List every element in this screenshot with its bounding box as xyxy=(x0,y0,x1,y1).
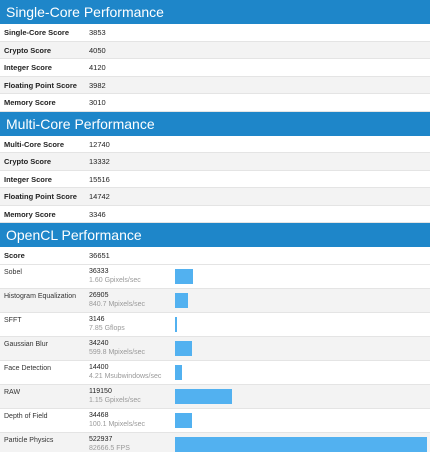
test-label: Histogram Equalization xyxy=(4,293,76,300)
table-row: Integer Score 4120 xyxy=(0,59,430,77)
test-score: 119150 xyxy=(89,388,112,395)
test-label: Particle Physics xyxy=(4,437,54,444)
single-core-section: Single-Core Performance Single-Core Scor… xyxy=(0,0,430,112)
list-item: Face Detection 14400 4.21 Msubwindows/se… xyxy=(0,361,430,385)
row-value: 3982 xyxy=(89,80,106,90)
test-label: Gaussian Blur xyxy=(4,341,48,348)
test-score: 3146 xyxy=(89,316,105,323)
row-label: Multi-Core Score xyxy=(4,139,65,149)
single-core-title: Single-Core Performance xyxy=(0,0,430,24)
opencl-score-value: 36651 xyxy=(89,251,110,260)
test-label: RAW xyxy=(4,389,21,396)
test-score: 36333 xyxy=(89,268,109,275)
test-rate: 599.8 Mpixels/sec xyxy=(89,349,146,356)
row-value: 12740 xyxy=(89,139,110,149)
score-bar xyxy=(175,269,193,284)
multi-core-title: Multi-Core Performance xyxy=(0,111,430,136)
row-label: Integer Score xyxy=(4,174,52,184)
opencl-section: OpenCL Performance Score 36651 Sobel 363… xyxy=(0,223,430,452)
test-rate: 840.7 Mpixels/sec xyxy=(89,301,146,308)
test-label: Depth of Field xyxy=(4,413,48,420)
table-row: Memory Score 3010 xyxy=(0,94,430,112)
list-item: SFFT 3146 7.85 Gflops xyxy=(0,313,430,337)
row-value: 3346 xyxy=(89,209,106,219)
row-label: Single-Core Score xyxy=(4,28,70,37)
test-rate: 7.85 Gflops xyxy=(89,325,125,332)
table-row: Floating Point Score 3982 xyxy=(0,76,430,94)
row-label: Crypto Score xyxy=(4,45,52,55)
test-label: SFFT xyxy=(4,317,22,324)
test-rate: 100.1 Mpixels/sec xyxy=(89,421,146,428)
list-item: Histogram Equalization 26905 840.7 Mpixe… xyxy=(0,289,430,313)
table-row: Floating Point Score 14742 xyxy=(0,188,430,206)
row-value: 14742 xyxy=(89,192,110,201)
test-score: 34240 xyxy=(89,340,109,347)
test-score: 34468 xyxy=(89,412,109,419)
table-row: Crypto Score 4050 xyxy=(0,41,430,59)
table-row: Crypto Score 13332 xyxy=(0,153,430,171)
test-score: 522937 xyxy=(89,436,113,443)
table-row: Multi-Core Score 12740 xyxy=(0,136,430,153)
multi-core-section: Multi-Core Performance Multi-Core Score … xyxy=(0,111,430,223)
row-label: Memory Score xyxy=(4,209,56,219)
row-value: 4050 xyxy=(89,45,106,55)
row-label: Crypto Score xyxy=(4,157,52,166)
test-rate: 4.21 Msubwindows/sec xyxy=(89,373,162,380)
list-item: Particle Physics 522937 82666.5 FPS xyxy=(0,433,430,452)
table-row: Memory Score 3346 xyxy=(0,206,430,223)
row-value: 15516 xyxy=(89,174,110,184)
test-label: Sobel xyxy=(4,269,22,276)
score-bar xyxy=(175,341,192,356)
score-bar xyxy=(175,365,182,380)
opencl-test-list: Sobel 36333 1.60 Gpixels/sec Histogram E… xyxy=(0,265,430,452)
score-bar xyxy=(175,293,188,308)
opencl-score-label: Score xyxy=(4,251,25,260)
test-score: 26905 xyxy=(89,292,109,299)
table-row: Integer Score 15516 xyxy=(0,171,430,188)
test-rate: 1.15 Gpixels/sec xyxy=(89,397,141,404)
row-value: 3010 xyxy=(89,98,106,107)
opencl-score-row: Score 36651 xyxy=(0,247,430,265)
score-bar xyxy=(175,389,232,404)
score-bar xyxy=(175,413,192,428)
score-bar xyxy=(175,437,427,452)
test-label: Face Detection xyxy=(4,365,52,372)
list-item: Depth of Field 34468 100.1 Mpixels/sec xyxy=(0,409,430,433)
row-value: 13332 xyxy=(89,157,110,166)
test-rate: 82666.5 FPS xyxy=(89,445,130,452)
row-value: 4120 xyxy=(89,63,106,72)
test-rate: 1.60 Gpixels/sec xyxy=(89,277,141,284)
list-item: Gaussian Blur 34240 599.8 Mpixels/sec xyxy=(0,337,430,361)
score-bar xyxy=(175,317,177,332)
row-label: Integer Score xyxy=(4,63,52,72)
list-item: Sobel 36333 1.60 Gpixels/sec xyxy=(0,265,430,289)
row-label: Floating Point Score xyxy=(4,192,77,201)
row-label: Floating Point Score xyxy=(4,80,77,90)
test-score: 14400 xyxy=(89,364,109,371)
table-row: Single-Core Score 3853 xyxy=(0,24,430,42)
row-label: Memory Score xyxy=(4,98,56,107)
row-value: 3853 xyxy=(89,28,106,37)
opencl-title: OpenCL Performance xyxy=(0,223,430,247)
list-item: RAW 119150 1.15 Gpixels/sec xyxy=(0,385,430,409)
